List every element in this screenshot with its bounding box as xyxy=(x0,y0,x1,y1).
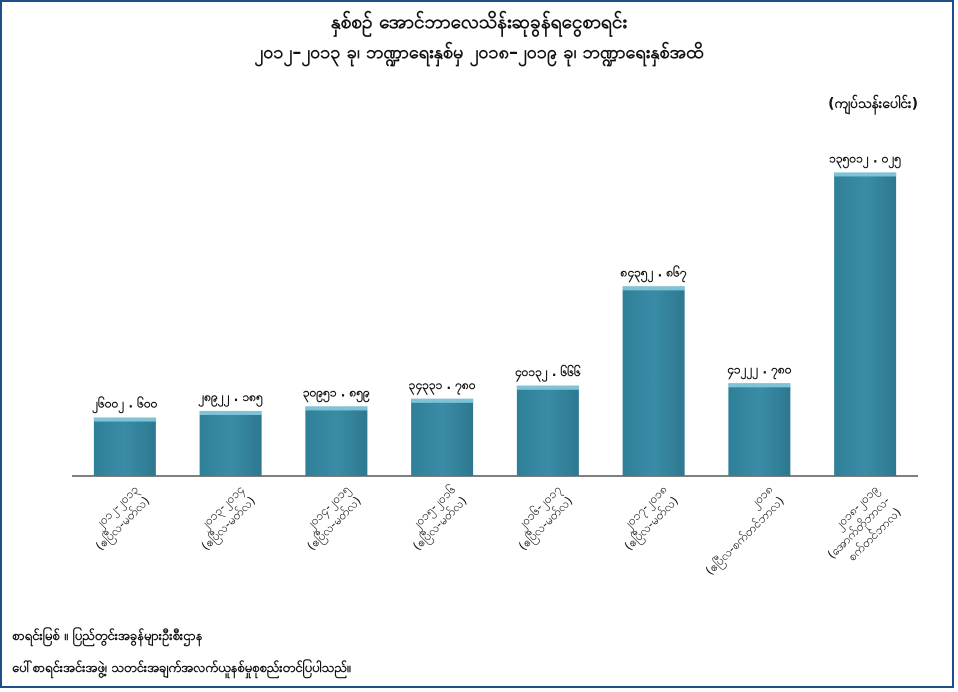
category-label-1: ၂၀၁၂-၂၀၁၃(ဧပြီလ-မတ်လ) xyxy=(81,482,154,555)
bar-7 xyxy=(728,383,791,476)
data-label-7: ၄၁၂၂၂ . ၇၈၀ xyxy=(726,362,792,380)
bar-highlight-1 xyxy=(93,417,156,422)
category-label-2: ၂၀၁၃-၂၀၁၄(ဧပြီလ-မတ်လ) xyxy=(187,482,260,555)
data-label-4: ၃၄၃၃၁ . ၇၈၀ xyxy=(409,378,476,396)
bar-highlight-2 xyxy=(199,410,262,415)
chart-subtitle: ၂၀၁၂–၂၀၁၃ ခု၊ ဘဏ္ဍာရေးနှစ်မှ ၂၀၁၈–၂၀၁၉ ခ… xyxy=(254,42,704,63)
bar-1 xyxy=(93,417,156,476)
source-line-1: စာရင်းမြစ် ။ ပြည်တွင်းအခွန်များဦးစီးဌာန xyxy=(12,629,203,644)
bar-highlight-7 xyxy=(728,383,791,388)
data-label-1: ၂၆၀၀၂ . ၆၀၀ xyxy=(91,395,157,415)
category-label-4: ၂၀၁၅-၂၀၁၆(ဧပြီလ-မတ်လ) xyxy=(398,482,472,556)
category-label-8: ၂၀၁၈-၂၀၁၉(အောက်တိုဘာလ-စက်တင်ဘာလ) xyxy=(813,482,904,573)
data-label-8: ၁၃၅၀၁၂ . ၀၂၅ xyxy=(829,151,901,169)
bar-4 xyxy=(411,398,474,476)
bar-highlight-8 xyxy=(834,172,897,177)
bar-highlight-3 xyxy=(305,406,368,411)
source-line-2: ပေါ်စာရင်းအင်းအဖွဲ့၊ သတင်းအချက်အလက်ယူနစ်… xyxy=(12,661,351,676)
bar-5 xyxy=(516,385,579,476)
bar-2 xyxy=(199,410,262,476)
bar-8 xyxy=(834,172,897,476)
category-label-3: ၂၀၁၄-၂၀၁၅(ဧပြီလ-မတ်လ) xyxy=(293,482,366,555)
chart-title: နှစ်စဉ် အောင်ဘာလေသိန်းဆုခွန်ရငွေစာရင်း xyxy=(330,11,628,33)
data-label-6: ၈၄၃၅၂ . ၈၆၇ xyxy=(619,263,687,283)
unit-label: (ကျပ်သန်းပေါင်း) xyxy=(828,96,918,112)
category-label-5: ၂၀၁၆-၂၀၁၇(ဧပြီလ-မတ်လ) xyxy=(504,482,578,556)
bar-highlight-4 xyxy=(411,398,474,403)
bar-6 xyxy=(622,286,685,476)
category-label-6: ၂၀၁၇-၂၀၁၈(ဧပြီလ-မတ်လ) xyxy=(610,482,683,555)
bar-highlight-5 xyxy=(516,385,579,390)
bar-3 xyxy=(305,406,368,476)
data-label-2: ၂၈၉၂၂ . ၁၈၅ xyxy=(197,390,263,408)
data-label-5: ၄၀၁၃၂ . ၆၆၆ xyxy=(514,363,581,383)
category-label-7: ၂၀၁၈(ဧပြီလ-စက်တင်ဘာလ) xyxy=(691,482,789,580)
bar-highlight-6 xyxy=(622,286,685,291)
data-label-3: ၃၀၉၅၁ . ၈၅၉ xyxy=(303,385,370,403)
